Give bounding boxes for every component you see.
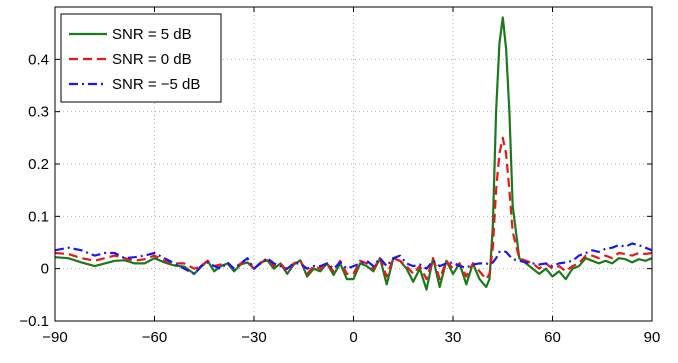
legend-label-2: SNR = 0 dB [112,51,192,68]
y-tick-label: 0.3 [28,104,49,121]
series-line-2 [54,136,653,281]
x-tick-label: −90 [42,329,67,346]
y-tick-label: −0.1 [19,313,49,330]
ticks: −90 −60 −30 0 30 60 90 −0.1 0 0.1 0.2 0.3 0.4 [19,7,660,346]
legend-label-3: SNR = −5 dB [112,76,200,93]
x-tick-label: −60 [142,329,167,346]
x-tick-label: 90 [644,329,661,346]
y-tick-label: 0.2 [28,156,49,173]
series-layer [54,16,653,291]
x-tick-label: 60 [544,329,561,346]
y-tick-label: 0.4 [28,51,49,68]
legend: SNR = 5 dB SNR = 0 dB SNR = −5 dB [60,13,222,103]
y-tick-label: 0 [41,261,49,278]
x-tick-label: 30 [445,329,462,346]
series-line-3 [54,242,653,275]
x-tick-label: −30 [241,329,266,346]
legend-label-1: SNR = 5 dB [112,26,192,43]
y-tick-label: 0.1 [28,208,49,225]
x-tick-label: 0 [349,329,357,346]
